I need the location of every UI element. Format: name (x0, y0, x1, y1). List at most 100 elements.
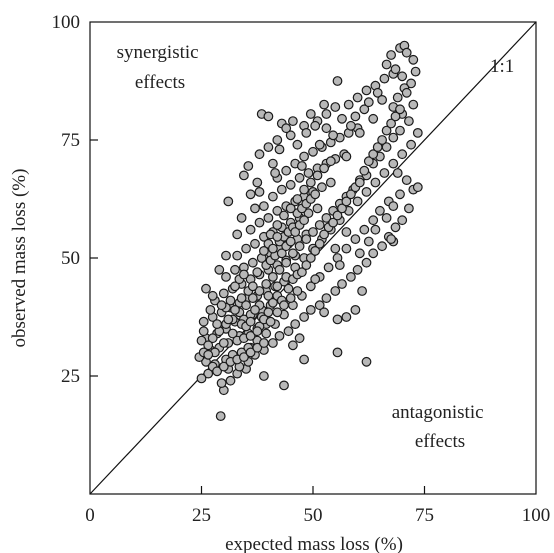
y-tick-label: 25 (61, 366, 80, 387)
data-point (272, 205, 283, 216)
data-point (223, 314, 234, 325)
data-point (227, 328, 238, 339)
data-point (272, 307, 283, 318)
data-point (279, 210, 289, 221)
data-point (314, 238, 325, 249)
data-point (285, 179, 296, 190)
data-point (216, 378, 227, 389)
x-axis-label: expected mass loss (%) (225, 534, 403, 553)
data-point (196, 335, 207, 346)
reference-line-label: 1:1 (490, 56, 514, 77)
data-point (357, 286, 368, 296)
data-point (341, 151, 352, 162)
data-point (299, 151, 310, 162)
data-point (250, 203, 260, 214)
data-point (225, 375, 236, 386)
data-point (247, 281, 258, 292)
data-point (363, 156, 374, 167)
data-point (225, 295, 236, 306)
y-tick-label: 75 (61, 130, 80, 151)
data-point (332, 76, 343, 86)
data-point (375, 205, 385, 216)
data-point (310, 189, 321, 200)
data-point (207, 333, 218, 344)
data-point (292, 286, 303, 296)
data-point (330, 243, 341, 254)
data-point (321, 123, 332, 134)
data-point (268, 338, 278, 348)
data-point (221, 272, 231, 282)
data-point (301, 234, 312, 245)
y-tick-label: 100 (52, 12, 81, 33)
data-point (268, 158, 278, 169)
data-point (386, 50, 397, 60)
data-point (412, 127, 423, 138)
data-point (377, 241, 388, 252)
data-point (236, 212, 247, 223)
data-point (408, 99, 419, 110)
data-point (397, 215, 408, 226)
data-point (406, 139, 417, 150)
data-point (381, 212, 392, 223)
data-point (368, 248, 379, 259)
data-point (252, 177, 263, 188)
data-point (252, 267, 263, 278)
data-point (361, 257, 372, 268)
data-point (207, 290, 218, 301)
data-point (346, 189, 356, 200)
y-tick-label: 50 (61, 248, 80, 269)
data-point (368, 113, 379, 124)
data-point (305, 305, 316, 315)
data-point (232, 229, 243, 240)
data-point (250, 305, 260, 315)
data-point (314, 300, 325, 311)
data-point (279, 300, 289, 311)
data-point (361, 85, 372, 96)
data-point (236, 293, 247, 304)
data-point (337, 203, 347, 214)
data-point (346, 120, 356, 131)
data-point (247, 257, 258, 268)
data-point (299, 215, 310, 226)
data-point (328, 130, 339, 141)
data-point (254, 217, 265, 228)
data-point (337, 113, 347, 124)
data-point (325, 177, 336, 188)
data-point (230, 305, 240, 315)
data-point (270, 168, 281, 178)
data-point (310, 120, 321, 131)
data-point (261, 328, 272, 339)
data-point (404, 116, 414, 126)
annotation-synergistic: synergistic effects (117, 42, 204, 93)
data-point (321, 212, 332, 223)
data-point (321, 293, 332, 304)
y-axis-label: observed mass loss (%) (9, 169, 30, 348)
data-point (238, 170, 249, 181)
data-point (319, 229, 330, 240)
data-point (254, 286, 265, 296)
axis-ticks: 0 25 50 75 100 25 50 75 100 (52, 12, 551, 526)
data-point (332, 210, 343, 221)
data-point (401, 47, 412, 58)
data-point (272, 135, 283, 145)
data-point (305, 109, 316, 119)
data-point (361, 186, 372, 197)
data-point (395, 104, 405, 115)
data-point (404, 203, 414, 214)
data-point (272, 220, 283, 230)
data-point (252, 326, 263, 337)
data-point (283, 326, 294, 337)
data-point (341, 227, 352, 237)
data-point (214, 264, 225, 275)
data-point (395, 189, 405, 200)
data-point (363, 97, 374, 108)
data-point (265, 316, 276, 327)
data-point (245, 189, 256, 200)
data-point (305, 177, 316, 188)
data-point (272, 281, 283, 292)
data-point (341, 196, 352, 207)
data-point (299, 312, 310, 322)
data-point (305, 253, 316, 263)
data-point (303, 168, 314, 178)
data-point (238, 269, 249, 280)
